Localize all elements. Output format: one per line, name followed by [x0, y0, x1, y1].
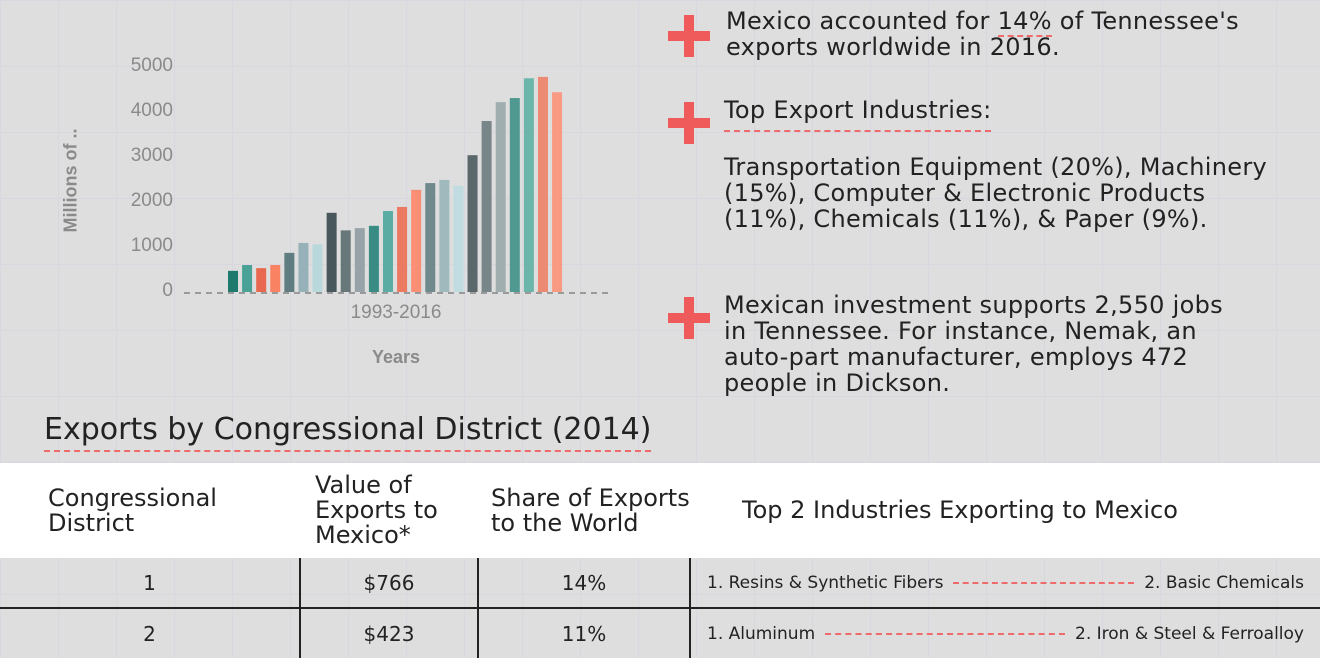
- fact-highlight: 14%: [997, 7, 1052, 37]
- bar-2000: [326, 212, 337, 292]
- bar-1999: [312, 244, 323, 292]
- bar-2014: [523, 78, 534, 292]
- bar-2012: [495, 102, 506, 292]
- table-header: Congressional District Value of Exports …: [0, 463, 1320, 558]
- bar-2007: [425, 183, 436, 292]
- district-table: Congressional District Value of Exports …: [0, 463, 1320, 658]
- bar-2009: [453, 185, 464, 292]
- cell-industries: 1. Aluminum 2. Iron & Steel & Ferroalloy: [689, 608, 1320, 658]
- bar-1995: [256, 268, 267, 292]
- bar-2013: [509, 98, 520, 292]
- x-axis-label: Years: [371, 347, 421, 367]
- bar-2011: [481, 121, 492, 292]
- y-tick-label: 5000: [130, 55, 173, 76]
- bar-2003: [368, 225, 379, 292]
- bar-chart-plot: [184, 76, 608, 294]
- bar-1996: [270, 265, 281, 292]
- bar-1997: [284, 252, 295, 292]
- header-share: Share of Exports to the World: [478, 463, 690, 558]
- dashed-connector: [953, 581, 1135, 584]
- bar-2004: [382, 211, 393, 292]
- dashed-connector: [825, 632, 1065, 635]
- bar-1993: [228, 270, 238, 292]
- y-tick-label: 2000: [130, 190, 173, 211]
- fact-text: of Tennessee's exports worldwide in 2016…: [726, 7, 1239, 61]
- fact-heading: Top Export Industries:: [724, 96, 992, 132]
- header-industries: Top 2 Industries Exporting to Mexico: [690, 463, 1320, 558]
- bar-2001: [340, 230, 351, 292]
- plus-icon: [668, 297, 710, 339]
- fact-investment: Mexican investment supports 2,550 jobs i…: [724, 291, 1223, 397]
- bar-2005: [397, 206, 408, 292]
- cell-district: 1: [0, 558, 300, 609]
- y-tick-label: 1000: [130, 235, 173, 256]
- y-tick-label: 0: [162, 280, 173, 301]
- header-district: Congressional District: [0, 463, 300, 558]
- cell-value: $423: [299, 608, 478, 658]
- cell-value: $766: [299, 558, 478, 609]
- y-tick-label: 4000: [130, 100, 173, 121]
- fact-text: Mexico accounted for: [726, 7, 998, 35]
- industry-2: 2. Iron & Steel & Ferroalloy: [1075, 623, 1304, 644]
- top-export-heading: Top Export Industries:: [724, 96, 992, 132]
- industry-1: 1. Resins & Synthetic Fibers: [707, 572, 944, 593]
- bar-2006: [411, 189, 422, 292]
- bar-2015: [537, 76, 548, 293]
- cell-district: 2: [143, 621, 156, 646]
- plus-icon: [668, 15, 710, 57]
- header-value: Value of Exports to Mexico*: [300, 463, 478, 558]
- fact-mexico-share: Mexico accounted for 14% of Tennessee's …: [726, 7, 1306, 61]
- cell-share: 11%: [477, 608, 690, 658]
- plus-icon: [668, 102, 710, 144]
- table-row: 1 $766 14% 1. Resins & Synthetic Fibers 2…: [0, 558, 1320, 609]
- cell-industries: 1. Resins & Synthetic Fibers 2. Basic Che…: [689, 558, 1320, 609]
- section-title: Exports by Congressional District (2014): [44, 412, 652, 452]
- bar-1998: [298, 242, 309, 292]
- bar-2016: [552, 92, 563, 292]
- fact-top-industries: Transportation Equipment (20%), Machiner…: [724, 153, 1267, 233]
- industry-1: 1. Aluminum: [707, 623, 816, 644]
- industry-2: 2. Basic Chemicals: [1144, 572, 1304, 593]
- table-row: 2 $423 11% 1. Aluminum 2. Iron & Steel & …: [0, 608, 1320, 658]
- cell-share: 14%: [477, 558, 690, 609]
- bar-2002: [354, 228, 365, 292]
- x-tick-label: 1993-2016: [350, 302, 442, 323]
- bar-1994: [242, 265, 253, 292]
- bar-2010: [467, 155, 478, 292]
- y-tick-label: 3000: [130, 145, 173, 166]
- bar-2008: [439, 179, 450, 292]
